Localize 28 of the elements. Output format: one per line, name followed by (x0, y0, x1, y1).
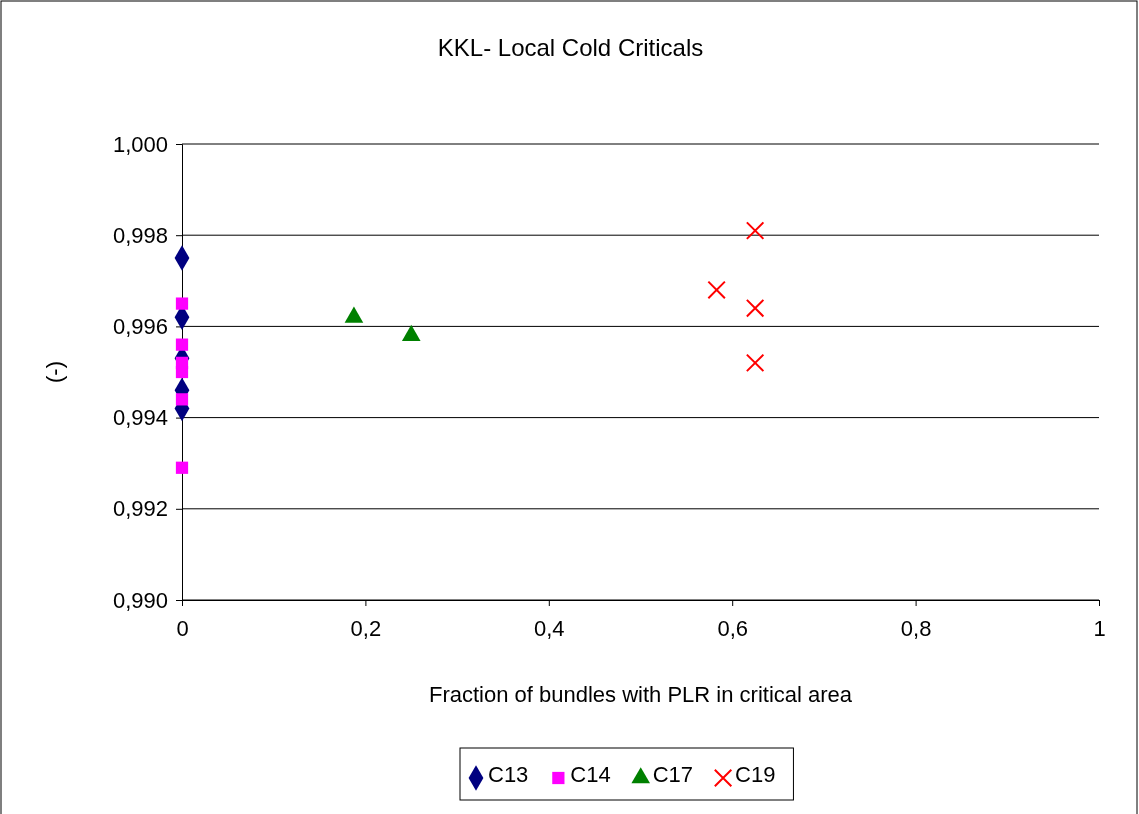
y-tick-label: 1,000 (112, 131, 168, 157)
x-tick-label: 1 (1093, 615, 1106, 641)
point (175, 365, 189, 379)
x-tick-label: 0 (176, 615, 189, 641)
y-axis-title: (-) (42, 361, 67, 383)
point (707, 280, 726, 300)
point (175, 393, 189, 406)
point (745, 353, 765, 373)
point (745, 298, 765, 318)
x-tick-label: 0,6 (717, 615, 748, 641)
x-tick-label: 0,4 (534, 615, 565, 641)
x-tick-label: 0,8 (900, 615, 932, 641)
point (175, 297, 189, 310)
legend-label: C19 (735, 762, 776, 787)
x-tick-label: 0,2 (350, 615, 382, 641)
y-tick-label: 0,994 (112, 405, 168, 431)
point (745, 221, 765, 240)
y-tick-label: 0,990 (112, 587, 168, 613)
x-axis-title: Fraction of bundles with PLR in critical area (428, 682, 853, 707)
point (175, 338, 189, 351)
point (175, 461, 189, 474)
y-tick-label: 0,998 (112, 222, 168, 248)
y-tick-label: 0,992 (112, 496, 168, 522)
legend-label: C13 (488, 762, 529, 787)
legend-label: C17 (652, 762, 694, 787)
y-tick-label: 0,996 (112, 313, 168, 339)
legend-label: C14 (570, 762, 611, 787)
chart-title: KKL- Local Cold Criticals (437, 34, 704, 61)
